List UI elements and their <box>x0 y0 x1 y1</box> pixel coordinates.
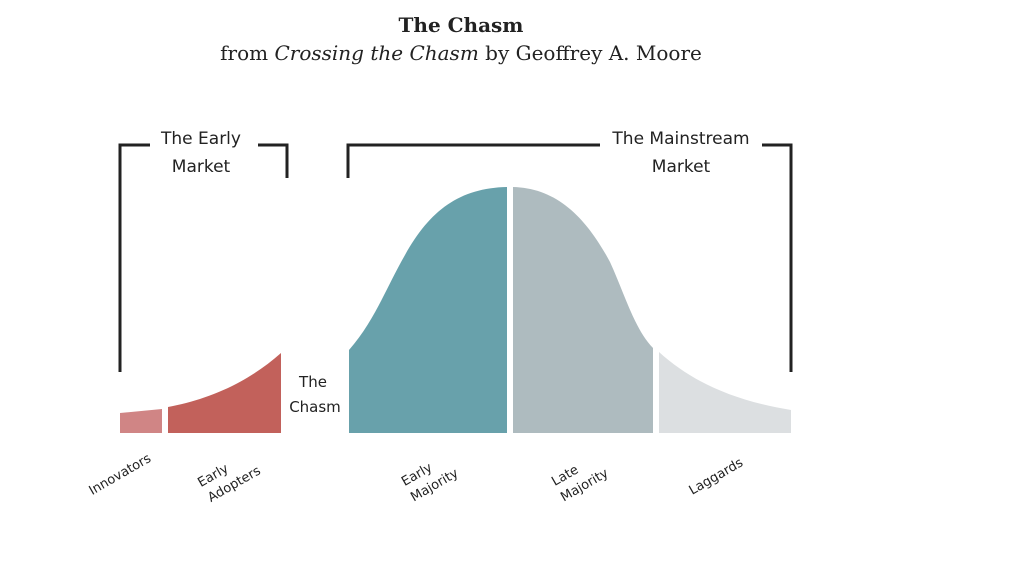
early-majority-label: Early Majority <box>399 460 461 505</box>
mainstream-market-label-line2: Market <box>652 157 711 177</box>
title-block: The Chasm from Crossing the Chasm by Geo… <box>0 12 922 68</box>
early-market-label-line1: The Early <box>160 129 241 149</box>
laggards-segment <box>659 352 791 433</box>
book-title: Crossing the Chasm <box>274 41 479 65</box>
mainstream-market-bracket-left <box>346 143 600 178</box>
innovators-segment <box>120 409 162 433</box>
early-market-bracket-left <box>118 143 150 372</box>
diagram-title: The Chasm <box>398 13 524 37</box>
early-adopters-label: Early Adopters <box>195 461 263 506</box>
laggards-label: Laggards <box>687 455 747 498</box>
subtitle-author: by Geoffrey A. Moore <box>478 41 702 65</box>
chasm-label-line2: Chasm <box>289 398 341 416</box>
mainstream-market-label-line1: The Mainstream <box>611 129 749 149</box>
late-majority-segment <box>513 187 653 433</box>
diagram-subtitle: from Crossing the Chasm by Geoffrey A. M… <box>0 38 922 68</box>
chasm-label-line1: The <box>298 373 327 391</box>
mainstream-market-bracket-right <box>762 143 793 372</box>
early-market-label-line2: Market <box>172 157 231 177</box>
late-majority-label: Late Majority <box>549 462 611 505</box>
innovators-label: Innovators <box>87 451 155 499</box>
early-market-bracket-right <box>258 143 289 178</box>
early-adopters-segment <box>168 353 281 433</box>
subtitle-prefix: from <box>220 41 275 65</box>
early-majority-segment <box>349 187 507 433</box>
